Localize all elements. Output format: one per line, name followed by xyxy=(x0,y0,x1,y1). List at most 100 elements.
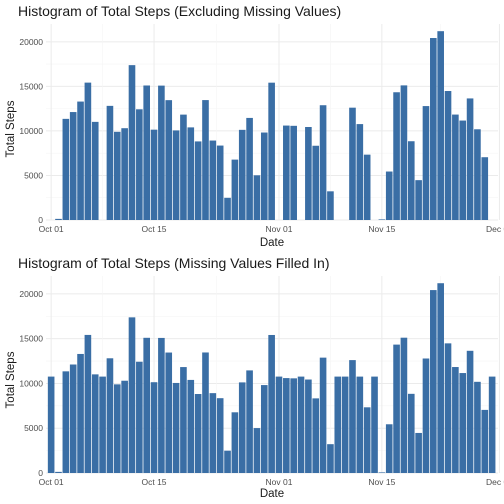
bar xyxy=(422,106,430,220)
y-axis-ticks: 0 5000 10000 15000 20000 xyxy=(19,37,43,225)
chart-panel-excluding-missing: Histogram of Total Steps (Excluding Miss… xyxy=(5,3,504,249)
x-tick-label: Oct 01 xyxy=(39,477,64,487)
bar xyxy=(55,218,62,220)
bar xyxy=(69,364,77,473)
bar xyxy=(334,376,342,473)
bar xyxy=(275,376,283,473)
bar xyxy=(180,114,187,220)
bar xyxy=(290,125,297,220)
bar xyxy=(246,117,253,220)
bar xyxy=(224,197,231,220)
x-tick-label: Oct 15 xyxy=(142,477,167,487)
bar xyxy=(209,393,217,473)
bar xyxy=(444,91,452,220)
x-tick-label: Oct 15 xyxy=(142,224,167,234)
bar xyxy=(77,101,84,220)
bar xyxy=(224,450,231,473)
x-axis-ticks: Oct 01 Oct 15 Nov 01 Nov 15 Dec 01 xyxy=(39,477,504,487)
bar xyxy=(106,105,114,220)
bar xyxy=(202,352,209,473)
y-tick-label: 0 xyxy=(38,468,43,478)
bar xyxy=(172,130,180,220)
x-axis-title: Date xyxy=(260,237,284,249)
bar xyxy=(202,100,209,220)
y-axis-title: Total Steps xyxy=(5,351,17,408)
y-tick-label: 0 xyxy=(38,215,43,225)
bar xyxy=(143,85,150,221)
bar xyxy=(459,373,467,473)
x-tick-label: Nov 01 xyxy=(266,224,293,234)
x-tick-label: Oct 01 xyxy=(39,224,64,234)
bar xyxy=(305,379,312,473)
bar xyxy=(106,358,114,473)
bar xyxy=(452,367,459,473)
y-tick-label: 20000 xyxy=(19,37,43,47)
bar xyxy=(121,380,128,473)
bar xyxy=(136,361,143,473)
bar xyxy=(180,367,187,473)
y-tick-label: 10000 xyxy=(19,378,43,388)
bar xyxy=(283,378,290,473)
bar xyxy=(319,357,327,473)
bar xyxy=(349,107,356,220)
bar xyxy=(194,394,202,473)
bar xyxy=(69,112,77,220)
bar xyxy=(349,360,356,473)
x-tick-label: Dec 01 xyxy=(486,477,504,487)
bar xyxy=(253,428,261,473)
bar xyxy=(363,154,371,220)
y-tick-label: 5000 xyxy=(24,423,43,433)
bar xyxy=(231,412,239,473)
bar xyxy=(238,382,246,473)
bar xyxy=(400,85,408,220)
bar xyxy=(268,334,275,473)
bar xyxy=(194,141,202,220)
y-axis-title: Total Steps xyxy=(5,100,17,157)
x-axis-title: Date xyxy=(260,488,284,500)
bar xyxy=(283,125,290,220)
bar xyxy=(253,175,261,220)
bar xyxy=(172,382,180,473)
bar xyxy=(113,131,121,220)
x-tick-label: Nov 15 xyxy=(368,477,395,487)
bar xyxy=(297,376,305,473)
bar xyxy=(452,114,459,220)
y-tick-label: 20000 xyxy=(19,289,43,299)
bar xyxy=(327,191,334,220)
bar xyxy=(430,38,437,220)
bar xyxy=(55,471,62,473)
bar xyxy=(136,109,143,220)
bar xyxy=(268,82,275,221)
bar xyxy=(393,344,400,473)
bar xyxy=(187,127,195,220)
bar xyxy=(312,398,320,473)
bar xyxy=(437,283,444,473)
bar xyxy=(231,159,239,220)
x-tick-label: Nov 01 xyxy=(266,477,293,487)
chart-title: Histogram of Total Steps (Excluding Miss… xyxy=(18,3,341,19)
bar xyxy=(165,100,173,220)
bar xyxy=(128,65,136,220)
bar xyxy=(481,409,489,473)
bar xyxy=(187,379,195,473)
bar xyxy=(246,370,253,473)
chart-title: Histogram of Total Steps (Missing Values… xyxy=(18,255,330,271)
bar xyxy=(77,353,84,473)
bar xyxy=(393,92,400,220)
x-tick-label: Dec 01 xyxy=(486,224,504,234)
bar xyxy=(150,129,158,220)
bar xyxy=(385,424,393,473)
bar xyxy=(378,219,386,220)
bar xyxy=(62,118,70,220)
y-tick-label: 5000 xyxy=(24,170,43,180)
bar xyxy=(319,105,327,220)
bar xyxy=(385,171,393,220)
bar xyxy=(47,376,55,473)
bar xyxy=(407,141,415,220)
bar xyxy=(91,121,99,220)
y-tick-label: 10000 xyxy=(19,126,43,136)
bar xyxy=(341,376,349,473)
bar xyxy=(143,337,150,473)
bar xyxy=(474,129,481,220)
